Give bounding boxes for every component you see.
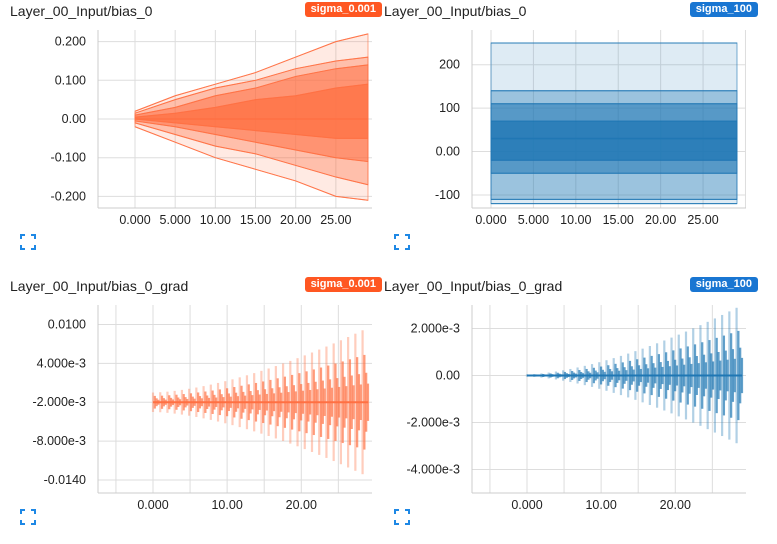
x-tick-label: 10.00 xyxy=(585,498,616,512)
y-tick-label: -0.200 xyxy=(51,189,86,203)
chart-bias-sigma-0001[interactable]: 0.000 5.000 10.00 15.00 20.00 25.00 0.200 0.100… xyxy=(10,22,384,227)
y-tick-label: -4.000e-3 xyxy=(406,463,460,477)
y-tick-label: 0.00 xyxy=(436,369,460,383)
chart-bias-grad-sigma-100[interactable]: 0.000 10.00 20.00 2.000e-3 0.00 -2.000e-3 -4.0… xyxy=(384,297,758,512)
percentile-line xyxy=(134,83,369,118)
fullscreen-icon[interactable] xyxy=(20,234,36,250)
x-tick-label: 0.000 xyxy=(119,213,150,227)
series-layer xyxy=(490,42,738,205)
x-tick-label: 20.00 xyxy=(660,498,691,512)
chart-title: Layer_00_Input/bias_0 xyxy=(10,3,153,19)
panel-bias-grad-sigma-100: Layer_00_Input/bias_0_grad sigma_100 0.0… xyxy=(384,277,758,539)
chart-bias-sigma-100[interactable]: 0.000 5.000 10.00 15.00 20.00 25.00 200 100 0.00… xyxy=(384,22,758,227)
y-tick-label: -100 xyxy=(435,188,460,202)
fullscreen-icon[interactable] xyxy=(394,509,410,525)
series-layer xyxy=(525,307,744,444)
x-tick-label: 15.00 xyxy=(240,213,271,227)
x-tick-label: 0.000 xyxy=(511,498,542,512)
grid xyxy=(471,305,746,494)
y-tick-label: 4.000e-3 xyxy=(37,356,86,370)
y-tick-label: 0.0100 xyxy=(48,317,86,331)
series-layer xyxy=(134,33,369,201)
x-tick-label: 0.000 xyxy=(475,213,506,227)
y-tick-label: -0.100 xyxy=(51,151,86,165)
percentile-line xyxy=(134,122,369,186)
run-badge: sigma_100 xyxy=(689,2,758,17)
x-tick-label: 10.00 xyxy=(211,498,242,512)
percentile-line xyxy=(134,118,368,139)
series-layer xyxy=(151,330,370,475)
x-tick-label: 5.000 xyxy=(518,213,549,227)
percentile-line xyxy=(134,56,369,114)
x-tick-label: 20.00 xyxy=(286,498,317,512)
y-tick-label: 0.00 xyxy=(62,112,86,126)
fullscreen-icon[interactable] xyxy=(20,509,36,525)
x-tick-label: 25.00 xyxy=(687,213,718,227)
x-tick-label: 20.00 xyxy=(280,213,311,227)
y-tick-label: -2.000e-3 xyxy=(406,416,460,430)
percentile-line xyxy=(134,126,369,201)
panel-bias-grad-sigma-0001: Layer_00_Input/bias_0_grad sigma_0.001 0… xyxy=(10,277,384,539)
x-tick-label: 15.00 xyxy=(603,213,634,227)
panel-bias-sigma-100: Layer_00_Input/bias_0 sigma_100 0.000 5.0… xyxy=(384,2,758,264)
panel-bias-sigma-0001: Layer_00_Input/bias_0 sigma_0.001 0.000 5… xyxy=(10,2,384,264)
x-tick-label: 5.000 xyxy=(160,213,191,227)
run-badge: sigma_0.001 xyxy=(304,2,382,17)
y-tick-label: 0.200 xyxy=(55,35,86,49)
y-tick-label: 0.100 xyxy=(55,73,86,87)
percentile-line xyxy=(134,64,369,116)
x-tick-label: 10.00 xyxy=(560,213,591,227)
y-tick-label: 100 xyxy=(439,101,460,115)
grid xyxy=(97,305,372,494)
x-tick-label: 25.00 xyxy=(320,213,351,227)
y-tick-label: -0.0140 xyxy=(44,473,86,487)
percentile-band xyxy=(490,120,738,161)
chart-bias-grad-sigma-0001[interactable]: 0.000 10.00 20.00 0.0100 4.000e-3 -2.000e-3 -8… xyxy=(10,297,384,512)
x-tick-label: 10.00 xyxy=(200,213,231,227)
y-tick-label: -8.000e-3 xyxy=(32,434,86,448)
percentile-line xyxy=(134,33,369,112)
x-tick-label: 0.000 xyxy=(137,498,168,512)
chart-title: Layer_00_Input/bias_0 xyxy=(384,3,527,19)
percentile-line xyxy=(134,120,369,163)
y-tick-label: 2.000e-3 xyxy=(411,322,460,336)
fullscreen-icon[interactable] xyxy=(394,234,410,250)
x-tick-label: 20.00 xyxy=(645,213,676,227)
y-tick-label: 0.00 xyxy=(436,145,460,159)
y-tick-label: -2.000e-3 xyxy=(32,395,86,409)
run-badge: sigma_100 xyxy=(689,277,758,292)
y-tick-label: 200 xyxy=(439,58,460,72)
run-badge: sigma_0.001 xyxy=(304,277,382,292)
chart-title: Layer_00_Input/bias_0_grad xyxy=(384,278,563,294)
chart-title: Layer_00_Input/bias_0_grad xyxy=(10,278,189,294)
